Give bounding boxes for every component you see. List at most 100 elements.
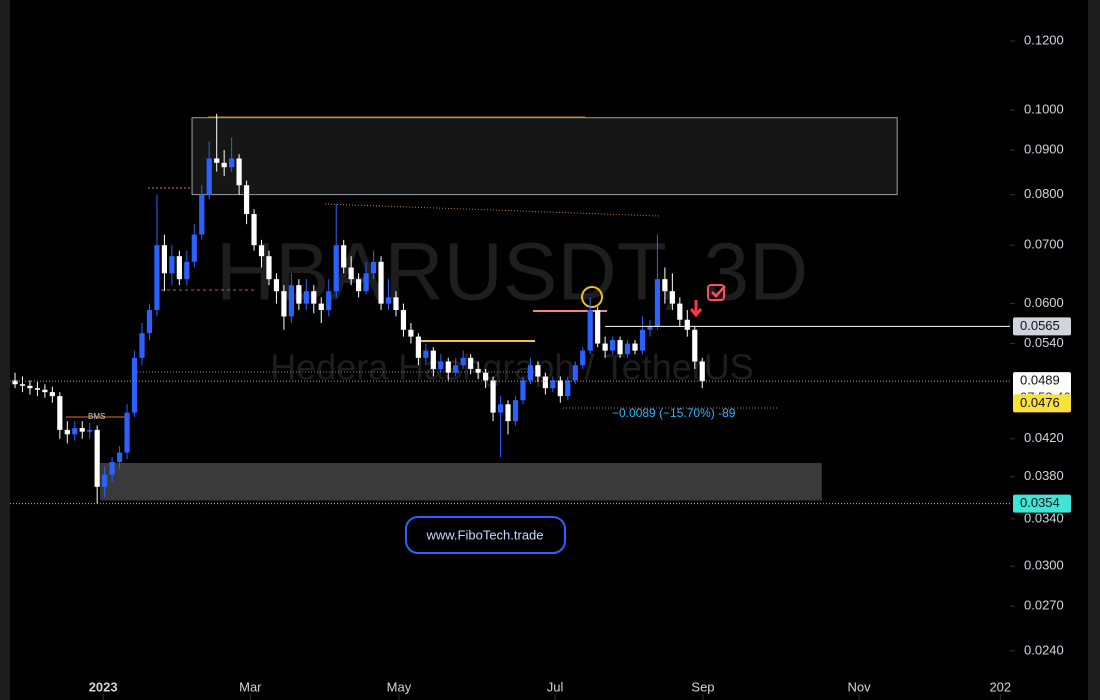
candle-body <box>42 389 48 393</box>
candle-body <box>699 361 705 382</box>
candle-body <box>94 429 100 487</box>
price-label-box <box>1013 317 1071 336</box>
x-tick-label: 202 <box>989 679 1011 694</box>
candle-body <box>124 412 130 453</box>
candle-body <box>139 333 145 358</box>
price-label: 0.0354 <box>1020 495 1060 510</box>
candle-body <box>281 291 287 317</box>
y-tick-label: 0.0270 <box>1024 598 1064 613</box>
candle-body <box>161 245 168 274</box>
candle-body <box>408 329 414 337</box>
candle-body <box>453 365 459 373</box>
right-border <box>1088 0 1100 700</box>
candle-body <box>497 404 504 413</box>
candle-body <box>266 256 272 280</box>
candle-body <box>57 396 63 430</box>
candle-body <box>229 158 235 168</box>
candle-body <box>609 340 616 351</box>
candle-body <box>318 303 324 310</box>
candle-body <box>654 279 661 327</box>
candle-body <box>692 329 698 362</box>
measure-annotation: −0.0089 (−15.70%) -89 <box>612 406 736 420</box>
candle-body <box>221 162 227 168</box>
candle-body <box>27 385 33 389</box>
y-tick-label: 0.0240 <box>1024 642 1064 657</box>
candle-body <box>184 261 190 280</box>
candle-body <box>624 343 631 355</box>
candle-body <box>348 267 354 280</box>
candle-body <box>116 452 123 463</box>
zone <box>100 462 822 501</box>
down-arrow <box>689 300 703 318</box>
candle-body <box>12 380 18 385</box>
price-label-box <box>1013 394 1071 413</box>
candle-body <box>79 428 85 432</box>
candle-body <box>423 350 429 358</box>
candle-body <box>445 361 451 373</box>
y-tick-label: 0.1000 <box>1024 101 1064 116</box>
candle-body <box>131 357 138 413</box>
candle-body <box>206 158 212 195</box>
candle-body <box>341 245 347 268</box>
candle-body <box>587 309 593 351</box>
candle-body <box>505 404 511 422</box>
candle-body <box>639 329 646 351</box>
check-icon <box>707 284 725 301</box>
candle-body <box>647 326 653 330</box>
y-tick-label: 0.0420 <box>1024 430 1064 445</box>
x-tick-label: 2023 <box>89 679 118 694</box>
candle-body <box>385 297 392 304</box>
axes: 0.1200 0.1000 0.0900 0.0800 0.0700 0.0600 0.05… <box>89 32 1064 700</box>
candle-body <box>393 297 399 310</box>
price-label: 0.0489 <box>1020 373 1060 388</box>
left-border <box>0 0 10 700</box>
candle-body <box>468 357 474 369</box>
candle-body <box>72 428 78 435</box>
candle-body <box>542 376 548 389</box>
link-button[interactable] <box>405 516 566 554</box>
candle-body <box>520 380 526 401</box>
candle-body <box>146 309 153 334</box>
candle-body <box>378 261 384 304</box>
candle-body <box>34 388 41 390</box>
candle-body <box>632 343 638 351</box>
y-tick-label: 0.0540 <box>1024 335 1064 350</box>
candle-body <box>572 365 578 381</box>
candle-body <box>333 245 339 292</box>
candle-body <box>19 384 26 386</box>
candle-body <box>363 273 369 292</box>
price-label: 0.0565 <box>1020 318 1060 333</box>
candles <box>12 113 705 504</box>
candle-body <box>677 303 683 320</box>
candle-body <box>557 380 563 397</box>
zones <box>100 117 898 501</box>
candle-body <box>602 343 608 351</box>
zone <box>191 117 898 196</box>
candle-body <box>415 336 421 358</box>
candle-body <box>102 474 108 487</box>
candle-body <box>199 194 205 235</box>
drawing-line <box>324 203 661 217</box>
candle-body <box>438 361 444 369</box>
candle-body <box>191 234 197 262</box>
candle-body <box>296 285 302 304</box>
candle-body <box>356 279 362 292</box>
candle-body <box>288 285 294 317</box>
y-tick-label: 0.0380 <box>1024 468 1064 483</box>
y-tick-label: 0.0600 <box>1024 295 1064 310</box>
candle-body <box>460 357 466 366</box>
candle-body <box>154 245 160 310</box>
candle-body <box>326 291 332 310</box>
bms-label: BMS <box>88 412 105 421</box>
link-text[interactable]: www.FiboTech.trade <box>425 527 543 542</box>
candle-body <box>251 214 257 246</box>
candle-body <box>684 319 690 330</box>
y-tick-label: 0.0340 <box>1024 510 1064 525</box>
candle-body <box>669 291 675 304</box>
x-tick-label: Nov <box>848 679 872 694</box>
price-label-box <box>1013 494 1071 513</box>
candle-body <box>550 380 556 389</box>
candle-body <box>49 392 55 397</box>
y-tick-label: 0.0700 <box>1024 237 1064 252</box>
